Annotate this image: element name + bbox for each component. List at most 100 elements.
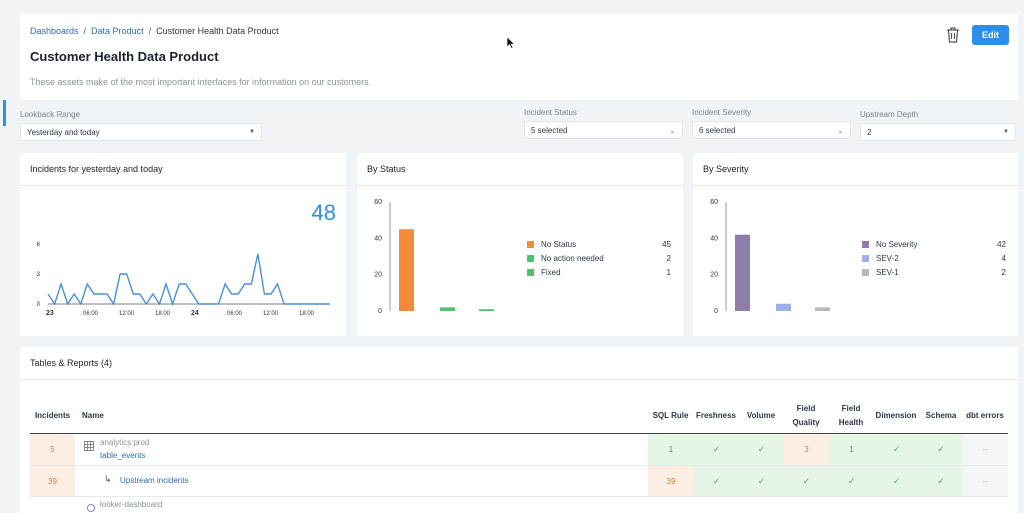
row-divider bbox=[30, 496, 1008, 497]
legend-label: SEV-2 bbox=[876, 253, 899, 263]
status-bar-chart: 0 20 40 60 bbox=[374, 199, 494, 315]
col-freshness[interactable]: Freshness bbox=[695, 411, 737, 420]
legend-item[interactable]: No Severity 42 bbox=[862, 237, 1006, 251]
lookback-range-select[interactable]: Yesterday and today ▼ bbox=[20, 123, 262, 141]
by-severity-card: By Severity 0 20 40 60 No Severity 42 SEV-2 4 S… bbox=[693, 153, 1018, 336]
legend-value: 2 bbox=[666, 253, 671, 263]
col-incidents[interactable]: Incidents bbox=[34, 411, 71, 420]
volume-ok-icon: ✓ bbox=[739, 466, 784, 496]
x-tick-label: 06:00 bbox=[227, 311, 243, 317]
x-tick-label: 18:00 bbox=[155, 311, 171, 317]
incident-status-select[interactable]: 5 selected ⌄ bbox=[524, 121, 683, 139]
severity-legend: No Severity 42 SEV-2 4 SEV-1 2 bbox=[862, 237, 1006, 279]
col-field-quality[interactable]: Field Quality bbox=[792, 404, 820, 427]
active-indicator bbox=[3, 100, 6, 126]
select-value: 5 selected bbox=[531, 125, 568, 135]
caret-down-icon: ▼ bbox=[1003, 129, 1009, 135]
y-tick-label: 60 bbox=[374, 199, 382, 206]
legend-item[interactable]: No action needed 2 bbox=[527, 251, 671, 265]
incidents-line bbox=[47, 253, 330, 307]
breadcrumb-current: Customer Health Data Product bbox=[156, 26, 279, 36]
legend-label: No Status bbox=[541, 239, 577, 249]
status-legend: No Status 45 No action needed 2 Fixed 1 bbox=[527, 237, 671, 279]
col-sql-rule[interactable]: SQL Rule bbox=[652, 411, 689, 420]
col-volume[interactable]: Volume bbox=[746, 411, 776, 420]
incident-severity-filter: Incident Severity 6 selected ⌄ bbox=[692, 108, 851, 139]
x-tick-label: 24 bbox=[191, 310, 199, 317]
y-tick-label: 0 bbox=[714, 308, 718, 315]
dimension-ok-icon: ✓ bbox=[874, 434, 919, 465]
incidents-card: Incidents for yesterday and today 48 0 3 6… bbox=[20, 153, 346, 336]
legend-label: No action needed bbox=[541, 253, 604, 263]
col-schema[interactable]: Schema bbox=[925, 411, 957, 420]
breadcrumb: Dashboards / Data Product / Customer Hea… bbox=[30, 26, 279, 36]
incident-count: 39 bbox=[30, 466, 75, 496]
legend-swatch bbox=[862, 268, 869, 276]
schema-ok-icon: ✓ bbox=[919, 434, 963, 465]
freshness-ok-icon: ✓ bbox=[694, 434, 739, 465]
breadcrumb-separator: / bbox=[148, 26, 152, 36]
page-description: These assets make of the most important … bbox=[30, 77, 372, 87]
legend-item[interactable]: Fixed 1 bbox=[527, 265, 671, 279]
y-tick-label: 20 bbox=[710, 272, 718, 279]
legend-item[interactable]: SEV-2 4 bbox=[862, 251, 1006, 265]
y-tick-label: 40 bbox=[374, 235, 382, 242]
filter-label: Incident Severity bbox=[692, 108, 752, 117]
select-value: 2 bbox=[867, 127, 872, 137]
y-tick-label: 6 bbox=[37, 242, 41, 248]
legend-label: Fixed bbox=[541, 267, 561, 277]
by-status-card: By Status 0 20 40 60 No Status 45 No action n… bbox=[357, 153, 683, 336]
sub-arrow-icon: ↳ bbox=[104, 474, 112, 484]
y-tick-label: 60 bbox=[710, 199, 718, 206]
breadcrumb-dashboards[interactable]: Dashboards bbox=[30, 26, 79, 36]
bar-no-status bbox=[399, 229, 414, 311]
divider bbox=[693, 185, 1018, 186]
x-tick-label: 12:00 bbox=[263, 311, 279, 317]
upstream-depth-select[interactable]: 2 ▼ bbox=[860, 123, 1016, 141]
asset-database: looker-dashboard bbox=[100, 500, 163, 509]
table-header-divider bbox=[30, 433, 1008, 434]
asset-name-link[interactable]: table_events bbox=[100, 451, 146, 460]
edit-button[interactable]: Edit bbox=[972, 25, 1009, 45]
col-dbt-errors[interactable]: dbt errors bbox=[966, 411, 1004, 420]
row-divider bbox=[30, 465, 1008, 466]
bar-no-action-needed bbox=[440, 307, 455, 311]
filter-label: Incident Status bbox=[524, 108, 577, 117]
legend-item[interactable]: SEV-1 2 bbox=[862, 265, 1006, 279]
col-field-health[interactable]: Field Health bbox=[838, 404, 864, 427]
divider bbox=[20, 185, 346, 186]
x-tick-label: 23 bbox=[46, 310, 54, 317]
volume-ok-icon: ✓ bbox=[739, 434, 784, 465]
x-tick-label: 06:00 bbox=[83, 311, 99, 317]
field-health-count[interactable]: 1 bbox=[829, 434, 874, 465]
legend-item[interactable]: No Status 45 bbox=[527, 237, 671, 251]
sql-rule-count[interactable]: 1 bbox=[648, 434, 694, 465]
card-title: By Status bbox=[367, 164, 406, 174]
legend-value: 2 bbox=[1001, 267, 1006, 277]
card-title: Incidents for yesterday and today bbox=[30, 164, 163, 174]
col-name[interactable]: Name bbox=[82, 411, 104, 420]
upstream-depth-filter: Upstream Depth 2 ▼ bbox=[860, 110, 1016, 141]
upstream-incidents-link[interactable]: Upstream incidents bbox=[120, 476, 189, 485]
y-tick-label: 20 bbox=[374, 272, 382, 279]
dbt-errors-value: -- bbox=[963, 466, 1008, 496]
legend-label: SEV-1 bbox=[876, 267, 899, 277]
trash-icon[interactable] bbox=[945, 26, 961, 44]
chevron-down-icon: ⌄ bbox=[669, 125, 676, 135]
col-dimension[interactable]: Dimension bbox=[875, 411, 917, 420]
incident-count: 5 bbox=[30, 434, 75, 465]
legend-label: No Severity bbox=[876, 239, 918, 249]
field-quality-count[interactable]: 3 bbox=[784, 434, 829, 465]
header-card: Dashboards / Data Product / Customer Hea… bbox=[20, 14, 1018, 100]
breadcrumb-separator: / bbox=[83, 26, 87, 36]
breadcrumb-data-product[interactable]: Data Product bbox=[91, 26, 144, 36]
sql-rule-count[interactable]: 39 bbox=[648, 466, 694, 496]
legend-swatch bbox=[527, 268, 534, 276]
y-tick-label: 3 bbox=[37, 272, 41, 278]
legend-swatch bbox=[862, 240, 869, 248]
incident-status-filter: Incident Status 5 selected ⌄ bbox=[524, 108, 683, 139]
divider bbox=[20, 379, 1018, 380]
incident-severity-select[interactable]: 6 selected ⌄ bbox=[692, 121, 851, 139]
divider bbox=[357, 185, 683, 186]
select-value: Yesterday and today bbox=[27, 127, 100, 137]
